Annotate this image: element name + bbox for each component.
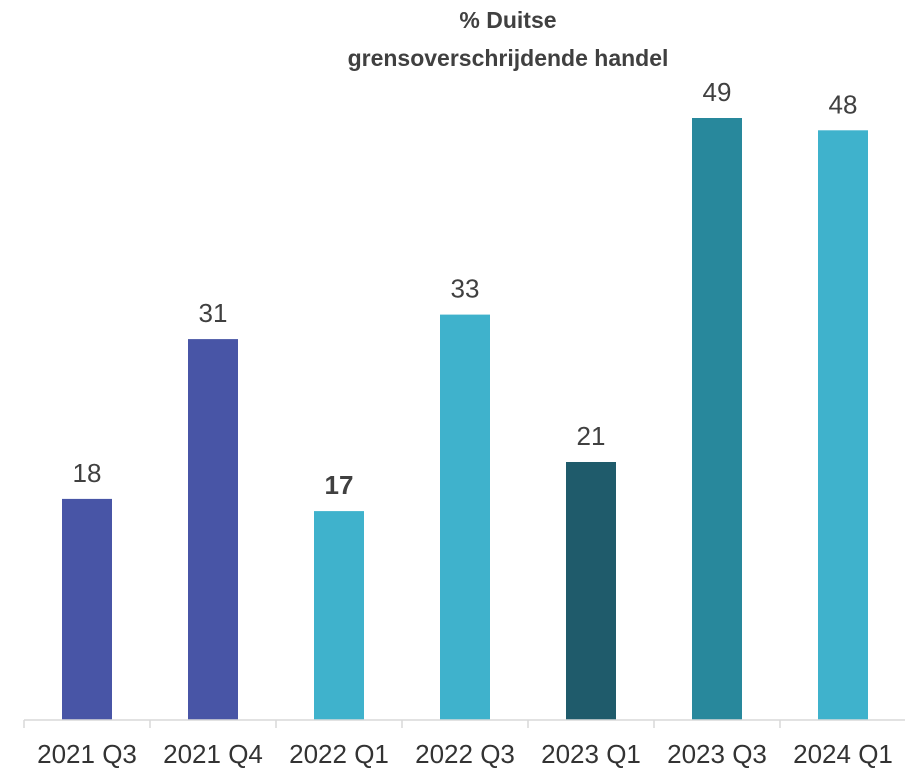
x-tick-label: 2021 Q3 (37, 739, 137, 769)
data-label: 18 (73, 458, 102, 488)
data-labels: 18 31 17 33 21 49 48 (73, 77, 858, 500)
bar-2023-q3 (692, 118, 742, 720)
x-tick-label: 2022 Q1 (289, 739, 389, 769)
bar-2021-q3 (62, 498, 112, 720)
chart-title-line-1: % Duitse (459, 7, 556, 33)
x-axis (23, 719, 905, 728)
bars (62, 118, 868, 721)
x-tick-label: 2024 Q1 (793, 739, 893, 769)
x-tick-label: 2022 Q3 (415, 739, 515, 769)
data-label: 31 (199, 298, 228, 328)
x-tick-label: 2021 Q4 (163, 739, 263, 769)
data-label: 17 (325, 470, 354, 500)
bar-2021-q4 (188, 339, 238, 720)
data-label: 48 (829, 89, 858, 119)
chart-title-line-2: grensoverschrijdende handel (348, 45, 669, 71)
data-label: 33 (451, 274, 480, 304)
x-tick-label: 2023 Q3 (667, 739, 767, 769)
bar-2022-q1 (314, 511, 364, 720)
chart-title: % Duitse grensoverschrijdende handel (348, 7, 669, 71)
data-label: 21 (577, 421, 606, 451)
bar-2023-q1 (566, 462, 616, 720)
bar-2022-q3 (440, 314, 490, 720)
x-tick-label: 2023 Q1 (541, 739, 641, 769)
bar-2024-q1 (818, 130, 868, 721)
data-label: 49 (703, 77, 732, 107)
x-tick-labels: 2021 Q3 2021 Q4 2022 Q1 2022 Q3 2023 Q1 2023 … (37, 739, 893, 769)
